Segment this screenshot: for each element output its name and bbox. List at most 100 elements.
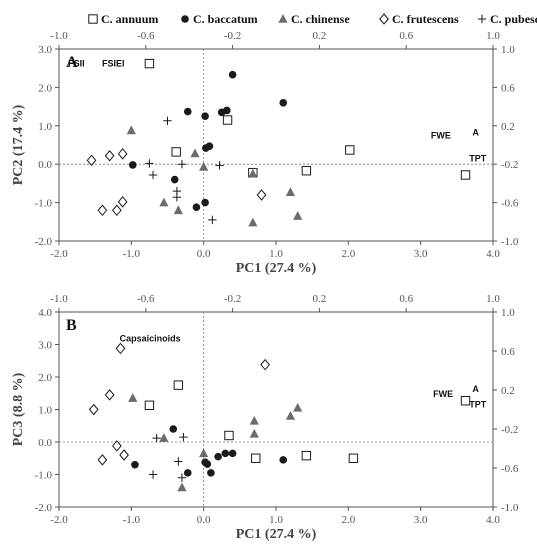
x-tick-label: 3.0	[414, 248, 428, 260]
top-tick-label: -0.2	[224, 293, 241, 305]
x-tick-label: -1.0	[123, 248, 141, 260]
marker-square	[144, 400, 155, 410]
marker-square	[251, 453, 261, 463]
top-tick-label: -0.6	[137, 293, 155, 305]
top-tick-label: -0.2	[224, 30, 241, 42]
marker-diamond	[104, 149, 115, 162]
series-plus	[148, 432, 188, 482]
y-tick-label: 1.0	[38, 121, 52, 133]
marker-circle	[131, 460, 139, 469]
marker-triangle	[199, 161, 209, 171]
marker-plus	[152, 433, 161, 443]
marker-triangle	[128, 393, 138, 402]
marker-plus	[148, 470, 158, 479]
marker-circle	[169, 425, 178, 433]
loading-label: FWE	[431, 130, 451, 140]
x-tick-label: 2.0	[341, 514, 355, 526]
plot-frame	[58, 48, 494, 242]
panel-b: -2.0 -1.0 0.0 1.0 2.0 3.0 4.0 -2.0 -1.0 0.0 1.0 2.0…	[11, 293, 519, 542]
loading-label: Capsaicinoids	[120, 333, 181, 343]
marker-plus	[145, 159, 154, 168]
top-tick-label: 1.0	[486, 293, 500, 305]
panel-letter: A	[66, 54, 78, 71]
loading-label: FWE	[433, 389, 453, 399]
marker-square	[88, 14, 98, 24]
y-tick-label: 2.0	[38, 82, 52, 94]
marker-circle	[228, 449, 237, 458]
marker-plus	[174, 457, 183, 466]
right-tick-label: -0.2	[501, 159, 518, 171]
legend-item-0: C. annuum	[88, 12, 158, 26]
marker-plus	[177, 473, 187, 482]
legend-item-1: C. baccatum	[181, 12, 258, 26]
marker-circle	[128, 161, 137, 169]
marker-square	[348, 453, 359, 463]
loading-label: FSII	[68, 58, 85, 68]
marker-circle	[228, 70, 237, 79]
right-tick-label: 0.2	[501, 121, 515, 133]
x-tick-label: -2.0	[50, 248, 68, 260]
x-tick-label: -2.0	[50, 514, 68, 526]
panel-a: -2.0 -1.0 0.0 1.0 2.0 3.0 4.0 -2.0 -1.0 0.0 1.0 2.0…	[11, 30, 519, 276]
marker-triangle	[278, 14, 288, 23]
series-plus	[145, 116, 224, 225]
marker-square	[460, 170, 471, 180]
marker-circle	[183, 107, 192, 116]
marker-diamond	[97, 454, 108, 466]
marker-diamond	[104, 389, 115, 401]
loading-label: TPT	[469, 400, 487, 410]
marker-triangle	[285, 411, 296, 420]
y-tick-label: -1.0	[35, 198, 53, 210]
y-tick-label: -2.0	[35, 236, 53, 248]
marker-diamond	[256, 189, 267, 201]
x-axis-label: PC1 (27.4 %)	[236, 261, 317, 276]
marker-circle	[170, 175, 179, 184]
marker-plus	[148, 170, 158, 180]
series-filled-circle	[131, 425, 288, 477]
marker-circle	[279, 456, 288, 464]
top-tick-label: 0.6	[399, 293, 413, 305]
x-tick-label: 4.0	[486, 248, 500, 260]
top-tick-label: 0.2	[313, 30, 327, 42]
marker-triangle	[199, 448, 209, 458]
y-tick-label: 3.0	[38, 44, 52, 56]
top-tick-label: -1.0	[50, 30, 68, 42]
right-tick-label: 0.2	[501, 385, 515, 397]
marker-triangle	[159, 197, 169, 207]
legend-label: C. annuum	[101, 12, 158, 26]
panel-letter: B	[66, 317, 77, 334]
legend-item-4: C. pubescens	[477, 12, 537, 26]
marker-triangle	[249, 415, 259, 425]
marker-diamond	[88, 403, 99, 416]
y-tick-label: 2.0	[38, 372, 52, 384]
loading-label: TPT	[469, 153, 487, 163]
right-tick-label: 0.6	[501, 82, 515, 94]
marker-plus	[215, 161, 224, 170]
legend-label: C. frutescens	[392, 12, 459, 26]
marker-circle	[203, 460, 212, 468]
marker-triangle	[173, 205, 183, 215]
marker-square	[301, 166, 312, 176]
legend: C. annuum C. baccatum C. chinense C. frutes…	[88, 12, 537, 26]
marker-circle	[205, 142, 214, 150]
marker-square	[222, 115, 233, 125]
series-open-square	[144, 58, 471, 180]
marker-circle	[207, 469, 215, 477]
marker-triangle	[248, 168, 258, 178]
marker-diamond	[119, 449, 129, 461]
right-tick-label: -0.6	[501, 463, 519, 475]
legend-label: C. pubescens	[490, 12, 537, 26]
marker-square	[171, 147, 181, 157]
marker-diamond	[117, 196, 128, 208]
top-tick-label: -0.6	[137, 30, 155, 42]
marker-plus	[163, 116, 172, 126]
marker-triangle	[285, 187, 296, 197]
y-tick-label: 1.0	[38, 405, 52, 417]
marker-square	[173, 380, 184, 390]
y-axis-label: PC3 (8.8 %)	[11, 372, 26, 446]
marker-square	[224, 430, 234, 441]
marker-triangle	[126, 125, 136, 135]
top-tick-label: -1.0	[50, 293, 68, 305]
marker-triangle	[177, 482, 187, 492]
